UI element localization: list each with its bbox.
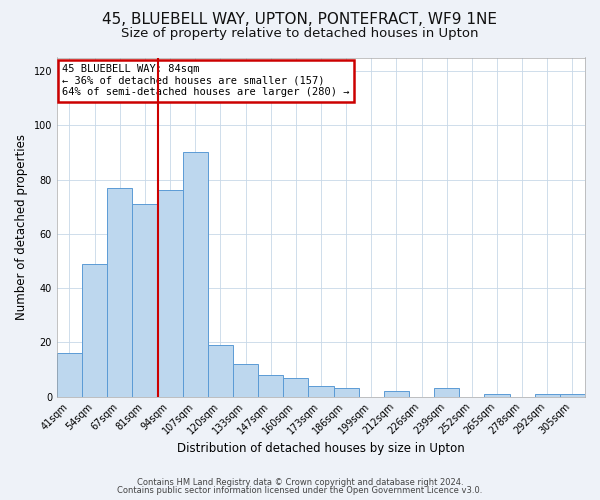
Bar xyxy=(82,264,107,396)
Bar xyxy=(283,378,308,396)
Bar xyxy=(57,353,82,397)
Text: Contains public sector information licensed under the Open Government Licence v3: Contains public sector information licen… xyxy=(118,486,482,495)
Bar xyxy=(258,375,283,396)
Bar xyxy=(158,190,182,396)
X-axis label: Distribution of detached houses by size in Upton: Distribution of detached houses by size … xyxy=(177,442,465,455)
Bar xyxy=(384,391,409,396)
Bar xyxy=(107,188,133,396)
Bar xyxy=(334,388,359,396)
Text: Size of property relative to detached houses in Upton: Size of property relative to detached ho… xyxy=(121,28,479,40)
Bar xyxy=(182,152,208,396)
Bar xyxy=(434,388,459,396)
Bar xyxy=(535,394,560,396)
Y-axis label: Number of detached properties: Number of detached properties xyxy=(15,134,28,320)
Bar xyxy=(308,386,334,396)
Bar xyxy=(233,364,258,396)
Text: 45, BLUEBELL WAY, UPTON, PONTEFRACT, WF9 1NE: 45, BLUEBELL WAY, UPTON, PONTEFRACT, WF9… xyxy=(103,12,497,28)
Bar xyxy=(560,394,585,396)
Bar xyxy=(133,204,158,396)
Bar xyxy=(484,394,509,396)
Bar xyxy=(208,345,233,397)
Text: Contains HM Land Registry data © Crown copyright and database right 2024.: Contains HM Land Registry data © Crown c… xyxy=(137,478,463,487)
Text: 45 BLUEBELL WAY: 84sqm
← 36% of detached houses are smaller (157)
64% of semi-de: 45 BLUEBELL WAY: 84sqm ← 36% of detached… xyxy=(62,64,350,98)
